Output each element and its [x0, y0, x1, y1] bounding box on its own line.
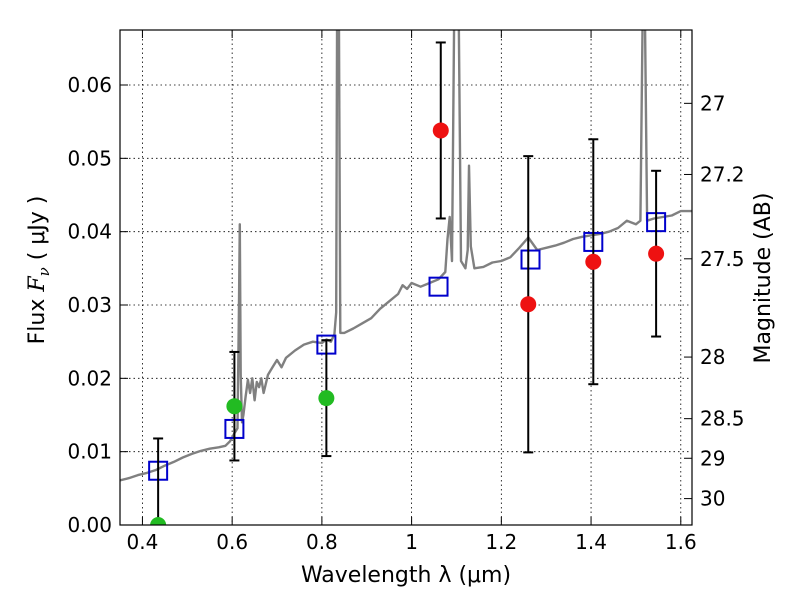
right-tick-label: 27.2 [700, 162, 745, 186]
right-tick-label: 27.5 [700, 247, 745, 271]
y-tick-label: 0.01 [67, 440, 112, 464]
right-tick-label: 30 [700, 487, 725, 511]
y-tick-label: 0.03 [67, 293, 112, 317]
x-tick-label: 0.8 [306, 530, 338, 554]
x-tick-label: 0.6 [216, 530, 248, 554]
x-tick-label: 0.4 [127, 530, 159, 554]
right-tick-label: 27 [700, 91, 725, 115]
observed-point [318, 390, 335, 407]
right-tick-label: 29 [700, 446, 725, 470]
y-axis-label: Flux Fν ( μJy ) [25, 196, 53, 345]
plot-area [120, 30, 692, 525]
y-label-symbol: F [25, 276, 50, 293]
model-photometry-square [428, 276, 449, 297]
right-tick-label: 28 [700, 345, 725, 369]
model-spectrum-line [120, 30, 692, 482]
observed-point [520, 296, 537, 313]
right-tick-label: 28.5 [700, 407, 745, 431]
observed-point [648, 245, 665, 262]
axis-ticks: 0.4 0.6 0.8 1 1.2 1.4 1.6 0.00 0.01 0.02 0.03 0.04 0… [67, 30, 745, 554]
x-axis-label: Wavelength λ (μm) [301, 563, 511, 588]
y-tick-label: 0.02 [67, 366, 112, 390]
y-label-subscript: ν [35, 267, 53, 276]
grid-lines [120, 30, 692, 526]
observed-point [585, 253, 602, 270]
model-photometry-square [520, 249, 541, 270]
observed-point [150, 517, 167, 525]
x-tick-label: 1.2 [485, 530, 517, 554]
y-tick-label: 0.06 [67, 73, 112, 97]
plot-clipped-group [120, 30, 692, 525]
x-tick-label: 1.6 [665, 530, 697, 554]
y-tick-label: 0.00 [67, 513, 112, 537]
y-tick-label: 0.05 [67, 146, 112, 170]
y-tick-label: 0.04 [67, 220, 112, 244]
y-label-part-1: Flux [25, 292, 50, 345]
observed-point [226, 398, 243, 415]
observed-point [432, 122, 449, 139]
x-tick-label: 1 [405, 530, 418, 554]
plot-frame [119, 29, 693, 526]
right-axis-label: Magnitude (AB) [751, 193, 776, 364]
x-tick-label: 1.4 [575, 530, 607, 554]
y-label-part-2: ( μJy ) [25, 196, 50, 268]
